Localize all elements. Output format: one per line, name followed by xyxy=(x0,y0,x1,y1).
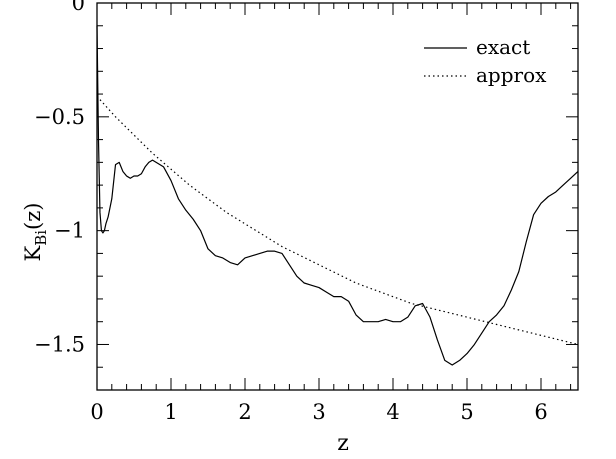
x-tick-label: 5 xyxy=(460,400,473,424)
x-tick-label: 0 xyxy=(90,400,103,424)
y-tick-label: 0 xyxy=(72,0,85,15)
legend-exact-label: exact xyxy=(476,35,530,59)
y-axis-label-main: K xyxy=(21,245,45,261)
plot-frame xyxy=(96,2,579,391)
series-layer xyxy=(96,25,579,366)
x-tick-label: 4 xyxy=(386,400,399,424)
y-axis-label: KBi(z) xyxy=(21,203,50,262)
legend-approx-label: approx xyxy=(476,63,547,87)
y-tick-label: −1.5 xyxy=(34,332,85,356)
series-approx-line xyxy=(96,95,579,346)
legend: exact approx xyxy=(424,35,547,87)
axis-ticks xyxy=(96,2,578,391)
x-tick-label: 1 xyxy=(164,400,177,424)
y-axis-label-subscript: Bi xyxy=(32,230,50,246)
y-axis-label-suffix: (z) xyxy=(21,203,45,230)
x-axis-label: z xyxy=(337,431,349,456)
x-tick-label: 3 xyxy=(312,400,325,424)
y-tick-label: −0.5 xyxy=(34,105,85,129)
x-tick-label: 6 xyxy=(534,400,547,424)
series-exact-line xyxy=(96,25,579,366)
x-tick-label: 2 xyxy=(238,400,251,424)
y-tick-label: −1 xyxy=(54,219,85,243)
tick-labels: 0 1 2 3 4 5 6 0 −0.5 −1 −1.5 xyxy=(34,0,548,424)
